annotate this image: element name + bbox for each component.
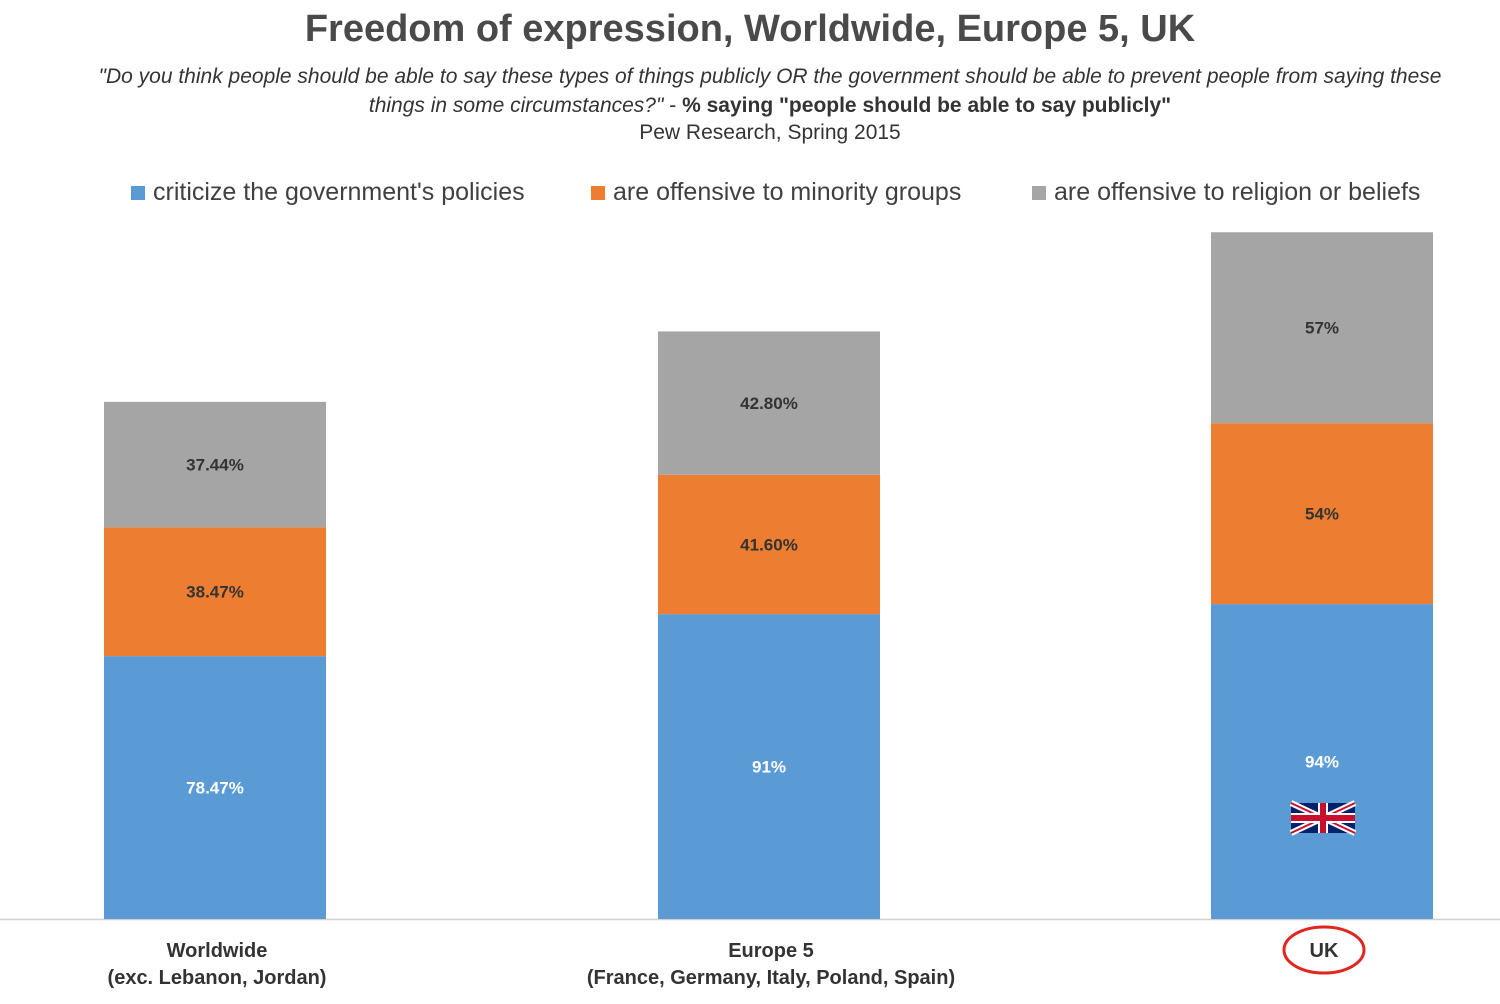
x-tick-sublabel-europe5: (France, Germany, Italy, Poland, Spain) xyxy=(587,967,955,989)
data-label-worldwide-criticize: 78.47% xyxy=(186,779,244,798)
uk-flag-icon xyxy=(1289,800,1357,836)
chart-subtitle: "Do you think people should be able to s… xyxy=(70,62,1470,120)
chart-source: Pew Research, Spring 2015 xyxy=(639,121,901,144)
bar-worldwide-minority xyxy=(104,527,326,657)
bar-europe5-religion xyxy=(658,331,880,475)
legend-item-minority: are offensive to minority groups xyxy=(591,178,961,207)
bar-uk-minority xyxy=(1211,423,1433,605)
bar-europe5-criticize xyxy=(658,614,880,919)
uk-highlight-circle xyxy=(1282,925,1366,975)
legend-swatch-minority xyxy=(591,185,605,200)
legend-swatch-criticize xyxy=(131,185,145,200)
legend-item-criticize: criticize the government's policies xyxy=(131,178,525,207)
data-label-worldwide-religion: 37.44% xyxy=(186,456,244,475)
data-label-europe5-religion: 42.80% xyxy=(740,394,798,413)
bar-europe5-minority xyxy=(658,474,880,615)
data-label-uk-minority: 54% xyxy=(1305,505,1339,524)
legend-label-minority: are offensive to minority groups xyxy=(613,178,962,206)
subtitle-measure: % saying "people should be able to say p… xyxy=(682,94,1172,117)
x-tick-label-uk: UK xyxy=(1310,940,1339,962)
data-label-uk-criticize: 94% xyxy=(1305,753,1339,772)
subtitle-separator: - xyxy=(663,94,683,117)
legend-label-religion: are offensive to religion or beliefs xyxy=(1054,178,1421,206)
x-tick-sublabel-worldwide: (exc. Lebanon, Jordan) xyxy=(108,967,327,989)
legend-item-religion: are offensive to religion or beliefs xyxy=(1032,178,1420,207)
bar-worldwide-religion xyxy=(104,401,326,528)
data-label-worldwide-minority: 38.47% xyxy=(186,583,244,602)
bar-uk-religion xyxy=(1211,232,1433,424)
bar-worldwide-criticize xyxy=(104,656,326,919)
data-label-uk-religion: 57% xyxy=(1305,319,1339,338)
data-label-europe5-minority: 41.60% xyxy=(740,535,798,554)
x-tick-label-europe5: Europe 5 xyxy=(728,940,814,962)
bar-uk-criticize xyxy=(1211,604,1433,919)
chart-title: Freedom of expression, Worldwide, Europe… xyxy=(304,8,1196,50)
chart-legend: criticize the government's policies are … xyxy=(0,178,1500,212)
legend-label-criticize: criticize the government's policies xyxy=(153,178,525,206)
x-tick-label-worldwide: Worldwide xyxy=(167,940,268,962)
subtitle-question: "Do you think people should be able to s… xyxy=(98,65,1442,117)
legend-swatch-religion xyxy=(1032,185,1046,200)
data-label-europe5-criticize: 91% xyxy=(752,758,786,777)
